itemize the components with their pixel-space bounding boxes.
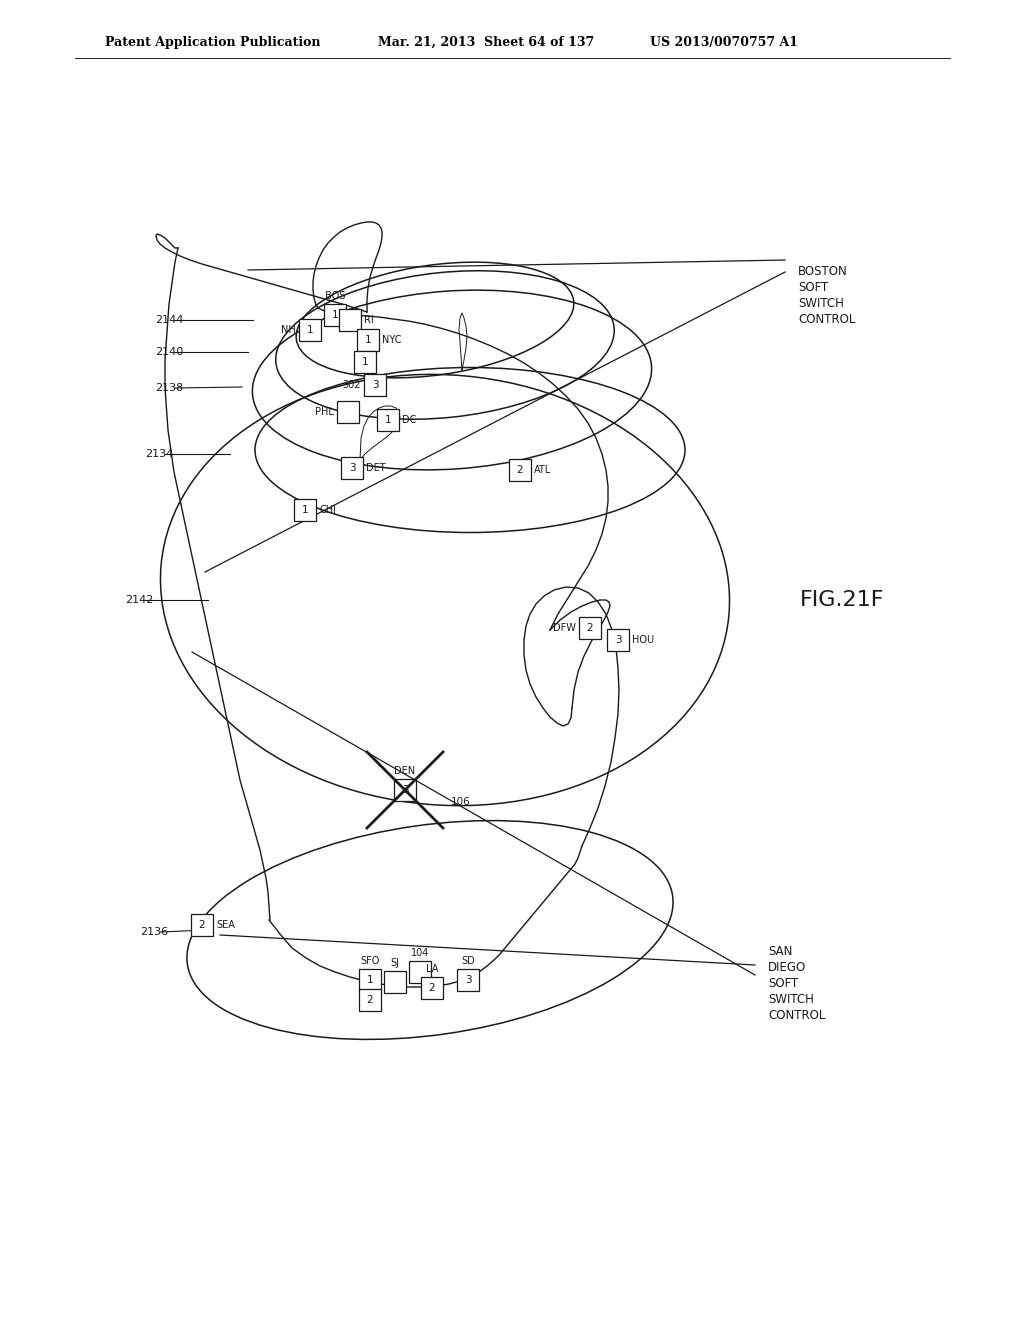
Text: 1: 1 [367,975,374,985]
Text: 1: 1 [385,414,391,425]
FancyBboxPatch shape [579,616,601,639]
FancyBboxPatch shape [457,969,479,991]
FancyBboxPatch shape [359,969,381,991]
FancyBboxPatch shape [341,457,362,479]
FancyBboxPatch shape [509,459,531,480]
Text: HOU: HOU [632,635,654,645]
Text: DEN: DEN [394,766,416,776]
Text: 1: 1 [365,335,372,345]
FancyBboxPatch shape [299,319,321,341]
Text: US 2013/0070757 A1: US 2013/0070757 A1 [650,36,798,49]
Text: 1: 1 [361,356,369,367]
FancyBboxPatch shape [421,977,443,999]
Text: 2: 2 [367,995,374,1005]
Text: CHI: CHI [319,506,336,515]
Text: SAN
DIEGO
SOFT
SWITCH
CONTROL: SAN DIEGO SOFT SWITCH CONTROL [768,945,825,1022]
Text: 2140: 2140 [155,347,183,356]
Text: Patent Application Publication: Patent Application Publication [105,36,321,49]
Text: 2: 2 [517,465,523,475]
FancyBboxPatch shape [354,351,376,374]
Text: 1: 1 [306,325,313,335]
FancyBboxPatch shape [607,630,629,651]
Text: SFO: SFO [360,956,380,966]
FancyBboxPatch shape [337,401,359,422]
Text: 1: 1 [332,310,338,319]
FancyBboxPatch shape [357,329,379,351]
Text: 106: 106 [451,797,471,807]
Text: 1: 1 [302,506,308,515]
Text: ATL: ATL [534,465,551,475]
FancyBboxPatch shape [377,409,399,432]
Text: 3: 3 [372,380,378,389]
Text: 2134: 2134 [145,449,173,459]
Text: 104: 104 [411,948,429,958]
Text: DFW: DFW [553,623,575,634]
Text: 2: 2 [199,920,206,931]
Text: LA: LA [426,964,438,974]
Text: 3: 3 [401,785,409,795]
FancyBboxPatch shape [394,779,416,801]
Text: SJ: SJ [390,958,399,968]
FancyBboxPatch shape [339,309,361,331]
FancyBboxPatch shape [359,989,381,1011]
Text: Mar. 21, 2013  Sheet 64 of 137: Mar. 21, 2013 Sheet 64 of 137 [378,36,594,49]
Text: NH: NH [282,325,296,335]
Text: NYC: NYC [382,335,401,345]
Text: FIG.21F: FIG.21F [800,590,885,610]
FancyBboxPatch shape [409,961,431,983]
Text: 2142: 2142 [125,595,154,605]
Text: BOS: BOS [325,290,345,301]
FancyBboxPatch shape [384,972,406,993]
Text: 2: 2 [429,983,435,993]
Text: 2138: 2138 [155,383,183,393]
Text: DC: DC [402,414,417,425]
Text: RI: RI [364,315,374,325]
FancyBboxPatch shape [364,374,386,396]
FancyBboxPatch shape [294,499,316,521]
Text: 2: 2 [587,623,593,634]
Text: SEA: SEA [216,920,234,931]
Text: SD: SD [461,956,475,966]
FancyBboxPatch shape [191,913,213,936]
Text: DET: DET [366,463,386,473]
Text: 2136: 2136 [140,927,168,937]
Text: 3: 3 [349,463,355,473]
Text: 302: 302 [342,380,361,389]
FancyBboxPatch shape [324,304,346,326]
Text: 2144: 2144 [155,315,183,325]
Text: 3: 3 [614,635,622,645]
Text: PHL: PHL [315,407,334,417]
Text: BOSTON
SOFT
SWITCH
CONTROL: BOSTON SOFT SWITCH CONTROL [798,265,855,326]
Text: 3: 3 [465,975,471,985]
